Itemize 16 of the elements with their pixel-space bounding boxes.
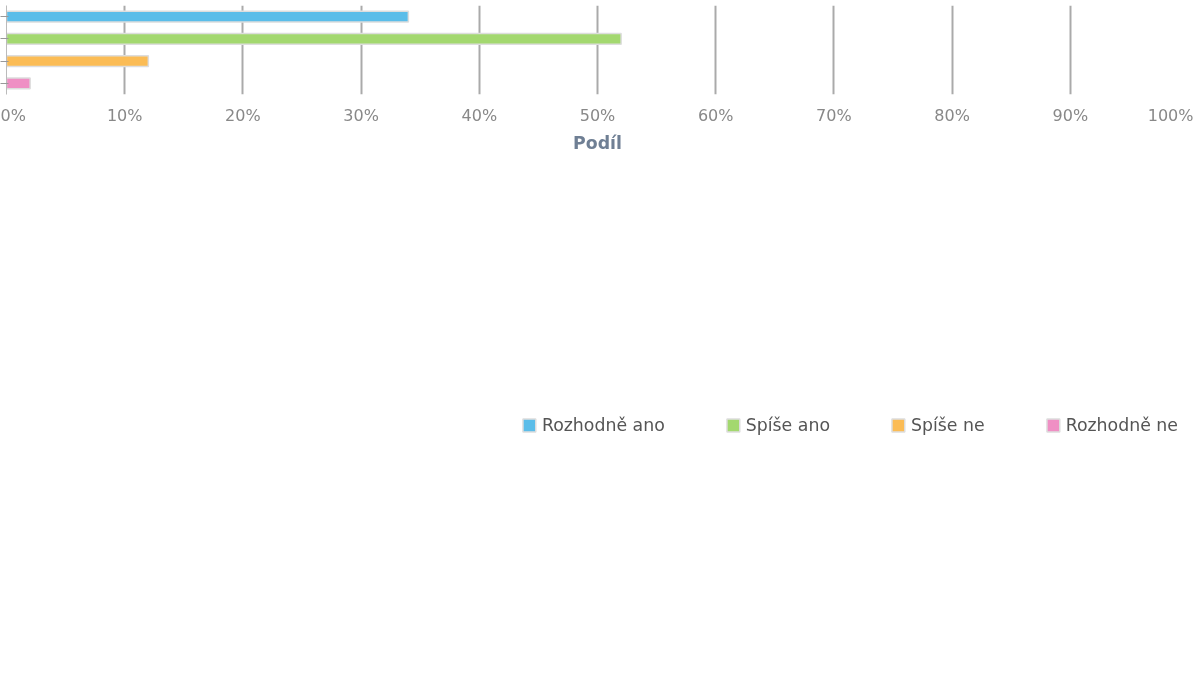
x-tick-label: 90% (1052, 105, 1089, 125)
legend-label: Spíše ne (911, 415, 985, 435)
x-tick-label: 50% (579, 105, 616, 125)
x-tick-label: 100% (1147, 105, 1193, 125)
x-axis-title: Podíl (573, 132, 622, 153)
x-tick-label: 20% (225, 105, 261, 125)
x-tick-label: 60% (697, 105, 734, 125)
x-tick-label: 40% (461, 105, 498, 125)
x-tick-label: 70% (816, 105, 852, 125)
x-tick-label: 30% (343, 105, 379, 125)
x-tick-label: 0% (0, 105, 26, 125)
x-tick-label: 80% (934, 105, 970, 125)
legend-label: Rozhodně ne (1065, 415, 1178, 435)
legend-label: Rozhodně ano (541, 415, 665, 435)
legend-label: Spíše ano (745, 415, 830, 435)
x-tick-label: 10% (106, 105, 143, 125)
